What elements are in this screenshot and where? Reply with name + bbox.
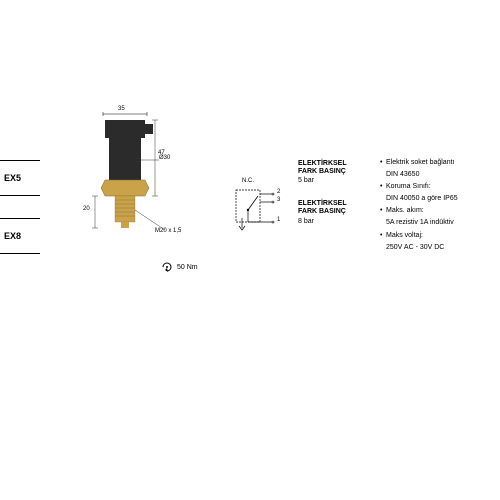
dim-thread: M20 x 1,5	[155, 228, 181, 234]
dim-height-total: 47	[158, 150, 165, 156]
bullet-item: Maks voltaj:	[380, 231, 495, 240]
spec-title-line: FARK BASINÇ	[298, 168, 373, 176]
dim-width-top: 35	[118, 106, 125, 112]
spec-title-line: FARK BASINÇ	[298, 208, 373, 216]
torque-value: 50 Nm	[177, 264, 198, 271]
bullet-sub: DIN 40050 a göre IP65	[380, 194, 495, 203]
spec-block: ELEKTİRKSEL FARK BASINÇ 8 bar	[298, 200, 373, 224]
spec-value: 5 bar	[298, 177, 373, 184]
spec-block: ELEKTİRKSEL FARK BASINÇ 5 bar	[298, 160, 373, 184]
spec-block-column: ELEKTİRKSEL FARK BASINÇ 5 bar ELEKTİRKSE…	[298, 160, 373, 241]
spec-title-line: ELEKTİRKSEL	[298, 160, 373, 168]
bullet-item: Elektrik soket bağlantı	[380, 158, 495, 167]
bullet-sub: 5A rezistiv 1A indüktiv	[380, 218, 495, 227]
feature-bullet-list: Elektrik soket bağlantı DIN 43650 Koruma…	[380, 158, 495, 255]
torque-spec: 50 Nm	[160, 260, 198, 274]
model-code: EX5	[0, 160, 40, 196]
circuit-pin1: 1	[277, 217, 280, 223]
dim-height-lower: 20	[83, 206, 90, 212]
bullet-sub: DIN 43650	[380, 170, 495, 179]
circuit-pin3: 3	[277, 197, 280, 203]
torque-icon	[160, 260, 174, 274]
product-drawing: 35 Ø30 47 20 M20 x 1,5	[55, 110, 195, 270]
model-label-column: EX5 EX8	[0, 160, 40, 276]
sensor-svg	[55, 110, 195, 270]
spec-title-line: ELEKTİRKSEL	[298, 200, 373, 208]
bullet-item: Koruma Sınıfı:	[380, 182, 495, 191]
spec-value: 8 bar	[298, 218, 373, 225]
bullet-item: Maks. akım:	[380, 206, 495, 215]
circuit-nc-label: N.C.	[242, 178, 254, 184]
circuit-pin2: 2	[277, 189, 280, 195]
circuit-schematic: N.C. 2 3 1	[230, 180, 285, 235]
model-code: EX8	[0, 218, 40, 254]
bullet-sub: 250V AC - 30V DC	[380, 243, 495, 252]
